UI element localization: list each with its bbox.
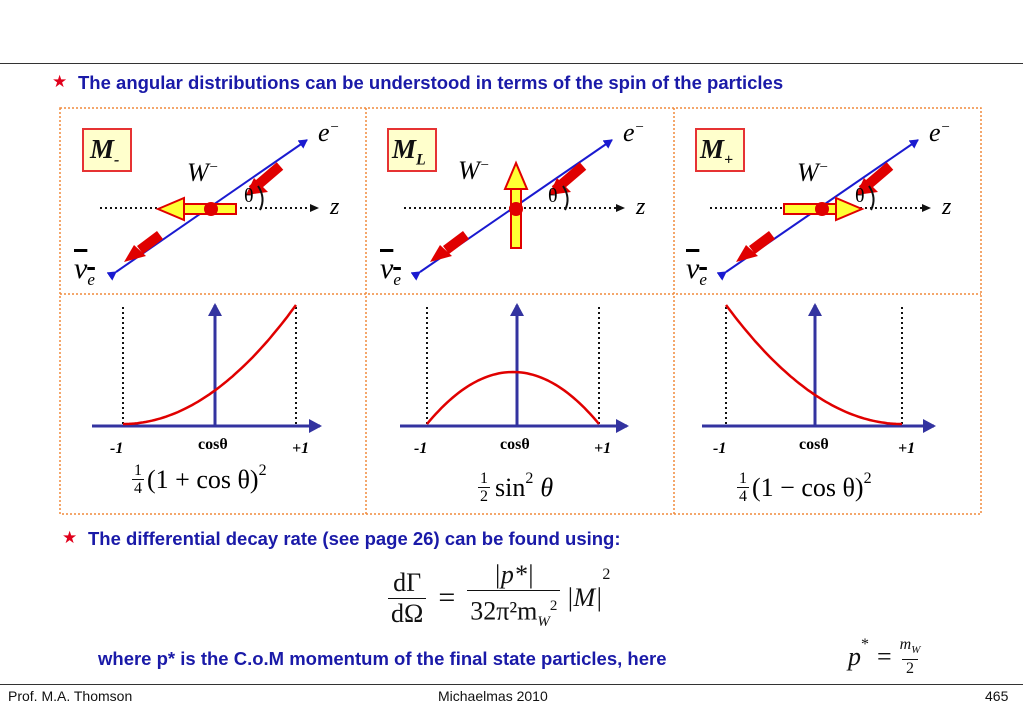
- body-line: The differential decay rate (see page 26…: [88, 528, 621, 549]
- distribution-curve: [724, 304, 902, 426]
- axis-right-label: +1: [594, 440, 612, 457]
- amplitude-label: M: [700, 134, 725, 164]
- panel-m-minus-diagram: [100, 139, 319, 281]
- z-axis-label: z: [330, 194, 340, 220]
- axis-left-label: -1: [713, 440, 727, 457]
- angle-label: θ: [855, 185, 865, 207]
- boson-label: W−: [187, 158, 219, 187]
- neutrino-label: νe: [686, 252, 707, 289]
- amplitude-label-box: M+: [695, 128, 745, 172]
- neutrino-label: νe: [380, 252, 401, 289]
- distribution-formula: 1 2 sin 2 θ: [478, 470, 554, 505]
- distribution-curve: [123, 304, 298, 426]
- electron-label: e−: [929, 118, 951, 147]
- angle-label: θ: [244, 185, 254, 207]
- star-bullet-icon: ★: [52, 72, 68, 92]
- footer-author: Prof. M.A. Thomson: [8, 688, 133, 704]
- boson-label: W−: [458, 156, 490, 185]
- angle-label: θ: [548, 185, 558, 207]
- footer-event: Michaelmas 2010: [438, 688, 548, 704]
- amplitude-label-box: M-: [82, 128, 132, 172]
- z-axis-label: z: [636, 194, 646, 220]
- pstar-equation: p * = mW 2: [848, 636, 921, 678]
- body-line: where p* is the C.o.M momentum of the fi…: [98, 648, 667, 669]
- decay-diagrams: [100, 139, 931, 281]
- panel-m-plus-diagram: [710, 139, 931, 281]
- star-bullet-icon: ★: [62, 528, 78, 548]
- neutrino-label: νe: [74, 252, 95, 289]
- axis-center-label: cosθ: [500, 436, 530, 453]
- axis-right-label: +1: [292, 440, 310, 457]
- distribution-curve: [426, 370, 600, 425]
- top-rule: [0, 63, 1023, 64]
- heading-line: The angular distributions can be underst…: [78, 72, 784, 93]
- amplitude-label: M: [90, 134, 115, 164]
- boson-label: W−: [797, 158, 829, 187]
- amplitude-label-sub: L: [416, 151, 426, 169]
- distribution-formula: 1 4 (1 + cos θ) 2: [132, 462, 267, 497]
- decay-rate-equation: dΓ dΩ = |p*| 32π²mW2 |M| 2: [388, 560, 610, 637]
- footer-page-number: 465: [985, 688, 1009, 704]
- amplitude-label-sub: +: [724, 151, 734, 169]
- bottom-rule: [0, 684, 1023, 685]
- axis-right-label: +1: [898, 440, 916, 457]
- amplitude-label: M: [392, 134, 417, 164]
- axis-left-label: -1: [414, 440, 428, 457]
- axis-center-label: cosθ: [198, 436, 228, 453]
- z-axis-label: z: [942, 194, 952, 220]
- electron-label: e−: [318, 118, 340, 147]
- amplitude-label-box: ML: [387, 128, 437, 172]
- axis-center-label: cosθ: [799, 436, 829, 453]
- electron-label: e−: [623, 118, 645, 147]
- amplitude-label-sub: -: [114, 151, 120, 169]
- axis-left-label: -1: [110, 440, 124, 457]
- distribution-formula: 1 4 (1 − cos θ) 2: [737, 470, 872, 505]
- panel-m-l-diagram: [404, 139, 625, 281]
